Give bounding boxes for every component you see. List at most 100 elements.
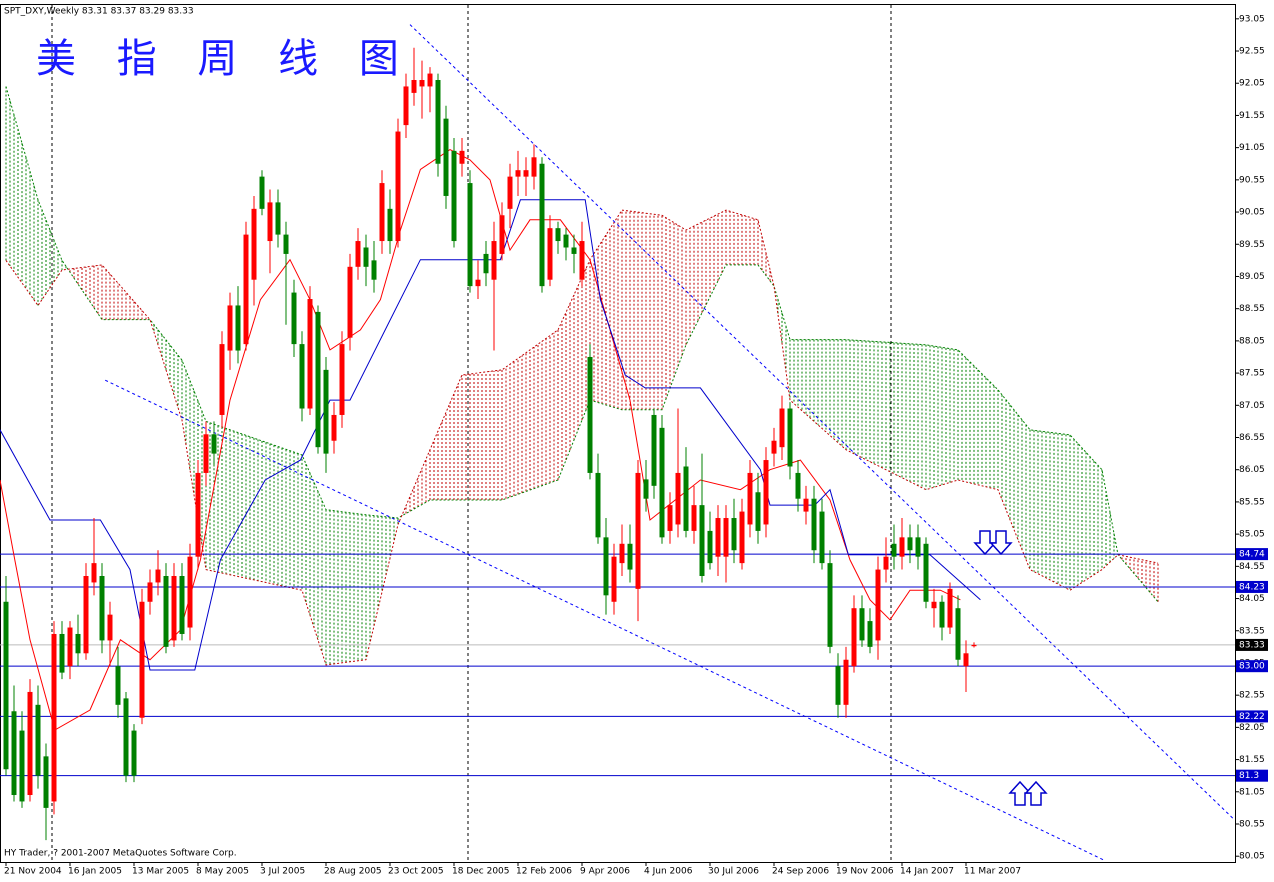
level-label: 84.74 — [1239, 550, 1265, 560]
candle-body — [323, 369, 329, 454]
candle-body — [115, 666, 121, 705]
indicator-line — [0, 199, 981, 671]
y-tick-label: 87.05 — [1239, 401, 1265, 411]
level-label: 82.22 — [1239, 712, 1265, 722]
candle-body — [707, 530, 713, 564]
candle-body — [491, 241, 497, 280]
candle-body — [691, 505, 697, 531]
candle-body — [931, 601, 937, 609]
candle-body — [203, 434, 209, 473]
up-arrow — [1024, 780, 1048, 806]
y-tick-label: 86.05 — [1239, 465, 1265, 475]
y-tick-label: 84.55 — [1239, 562, 1265, 572]
candle-body — [155, 569, 161, 583]
candle-body — [251, 208, 257, 280]
y-tick-label: 81.55 — [1239, 755, 1265, 765]
candle-body — [763, 460, 769, 525]
candle-body — [867, 621, 873, 647]
candle-body — [971, 644, 977, 647]
y-tick-label: 83.55 — [1239, 626, 1265, 636]
y-tick-label: 85.05 — [1239, 530, 1265, 540]
candle-body — [619, 543, 625, 564]
x-tick-label: 13 Mar 2005 — [132, 867, 189, 877]
candle-body — [947, 588, 953, 628]
arrows — [973, 530, 1048, 806]
level-box — [1236, 769, 1268, 782]
candle-body — [899, 537, 905, 557]
candle-body — [659, 427, 665, 538]
y-tick-label: 80.05 — [1239, 852, 1265, 862]
header: SPT_DXY,Weekly 83.31 83.37 83.29 83.33 — [4, 7, 194, 17]
candle-body — [451, 150, 457, 242]
candle-body — [3, 601, 9, 770]
candle-body — [283, 234, 289, 254]
candle-body — [355, 241, 361, 267]
y-tick-label: 86.55 — [1239, 433, 1265, 443]
candle-body — [923, 543, 929, 602]
candle-body — [915, 537, 921, 557]
candle-body — [411, 80, 417, 93]
candle-body — [531, 157, 537, 177]
y-tick-label: 85.55 — [1239, 497, 1265, 507]
x-tick-label: 11 Mar 2007 — [964, 867, 1021, 877]
candle-body — [59, 633, 65, 673]
candle-body — [723, 518, 729, 557]
x-tick-label: 19 Nov 2006 — [836, 867, 894, 877]
y-tick-label: 82.55 — [1239, 691, 1265, 701]
candle-body — [259, 176, 265, 209]
candle-body — [715, 518, 721, 557]
candle-body — [787, 408, 793, 467]
candle-body — [939, 601, 945, 628]
candle-body — [883, 556, 889, 570]
candle-body — [755, 492, 761, 531]
candle-body — [139, 601, 145, 718]
chart-title: 美 指 周 线 图 — [36, 36, 413, 82]
candle-body — [547, 228, 553, 280]
x-tick-label: 9 Apr 2006 — [580, 867, 630, 877]
level-label: 84.23 — [1239, 582, 1265, 592]
candle-body — [483, 253, 489, 274]
candle-body — [443, 118, 449, 196]
candle-body — [11, 711, 17, 796]
span-b — [5, 209, 1159, 666]
candle-body — [875, 569, 881, 641]
last-price-box — [1236, 638, 1268, 651]
candle-body — [827, 563, 833, 647]
y-tick-label: 89.05 — [1239, 272, 1265, 282]
y-tick-label: 80.55 — [1239, 819, 1265, 829]
level-label: 81.3 — [1239, 771, 1259, 781]
candle-body — [35, 704, 41, 776]
plot-frame — [0, 4, 1236, 863]
candle-body — [347, 266, 353, 338]
candle-body — [595, 472, 601, 538]
y-tick-label: 88.05 — [1239, 336, 1265, 346]
candle-body — [563, 234, 569, 248]
candle-body — [627, 543, 633, 570]
candle-body — [51, 633, 57, 802]
candle-body — [339, 344, 345, 415]
cloud — [5, 86, 1159, 666]
candle-body — [131, 730, 137, 776]
y-tick-label: 89.55 — [1239, 240, 1265, 250]
level-box — [1236, 548, 1268, 561]
candle-body — [147, 582, 153, 602]
x-tick-label: 16 Jan 2005 — [68, 867, 122, 877]
candle-body — [91, 563, 97, 583]
trend-line — [104, 379, 1106, 862]
y-tick-label: 82.05 — [1239, 723, 1265, 733]
y-tick-label: 90.55 — [1239, 175, 1265, 185]
candle-body — [515, 170, 521, 177]
x-tick-label: 3 Jul 2005 — [260, 867, 305, 877]
candle-body — [459, 150, 465, 164]
candle-body — [635, 472, 641, 589]
y-tick-label: 91.05 — [1239, 143, 1265, 153]
candle-body — [275, 202, 281, 235]
candle-body — [315, 311, 321, 448]
candle-body — [27, 691, 33, 796]
x-tick-label: 18 Dec 2005 — [452, 867, 510, 877]
candle-body — [99, 576, 105, 641]
candle-body — [891, 543, 897, 557]
candle-body — [403, 86, 409, 126]
down-arrow — [989, 530, 1013, 556]
